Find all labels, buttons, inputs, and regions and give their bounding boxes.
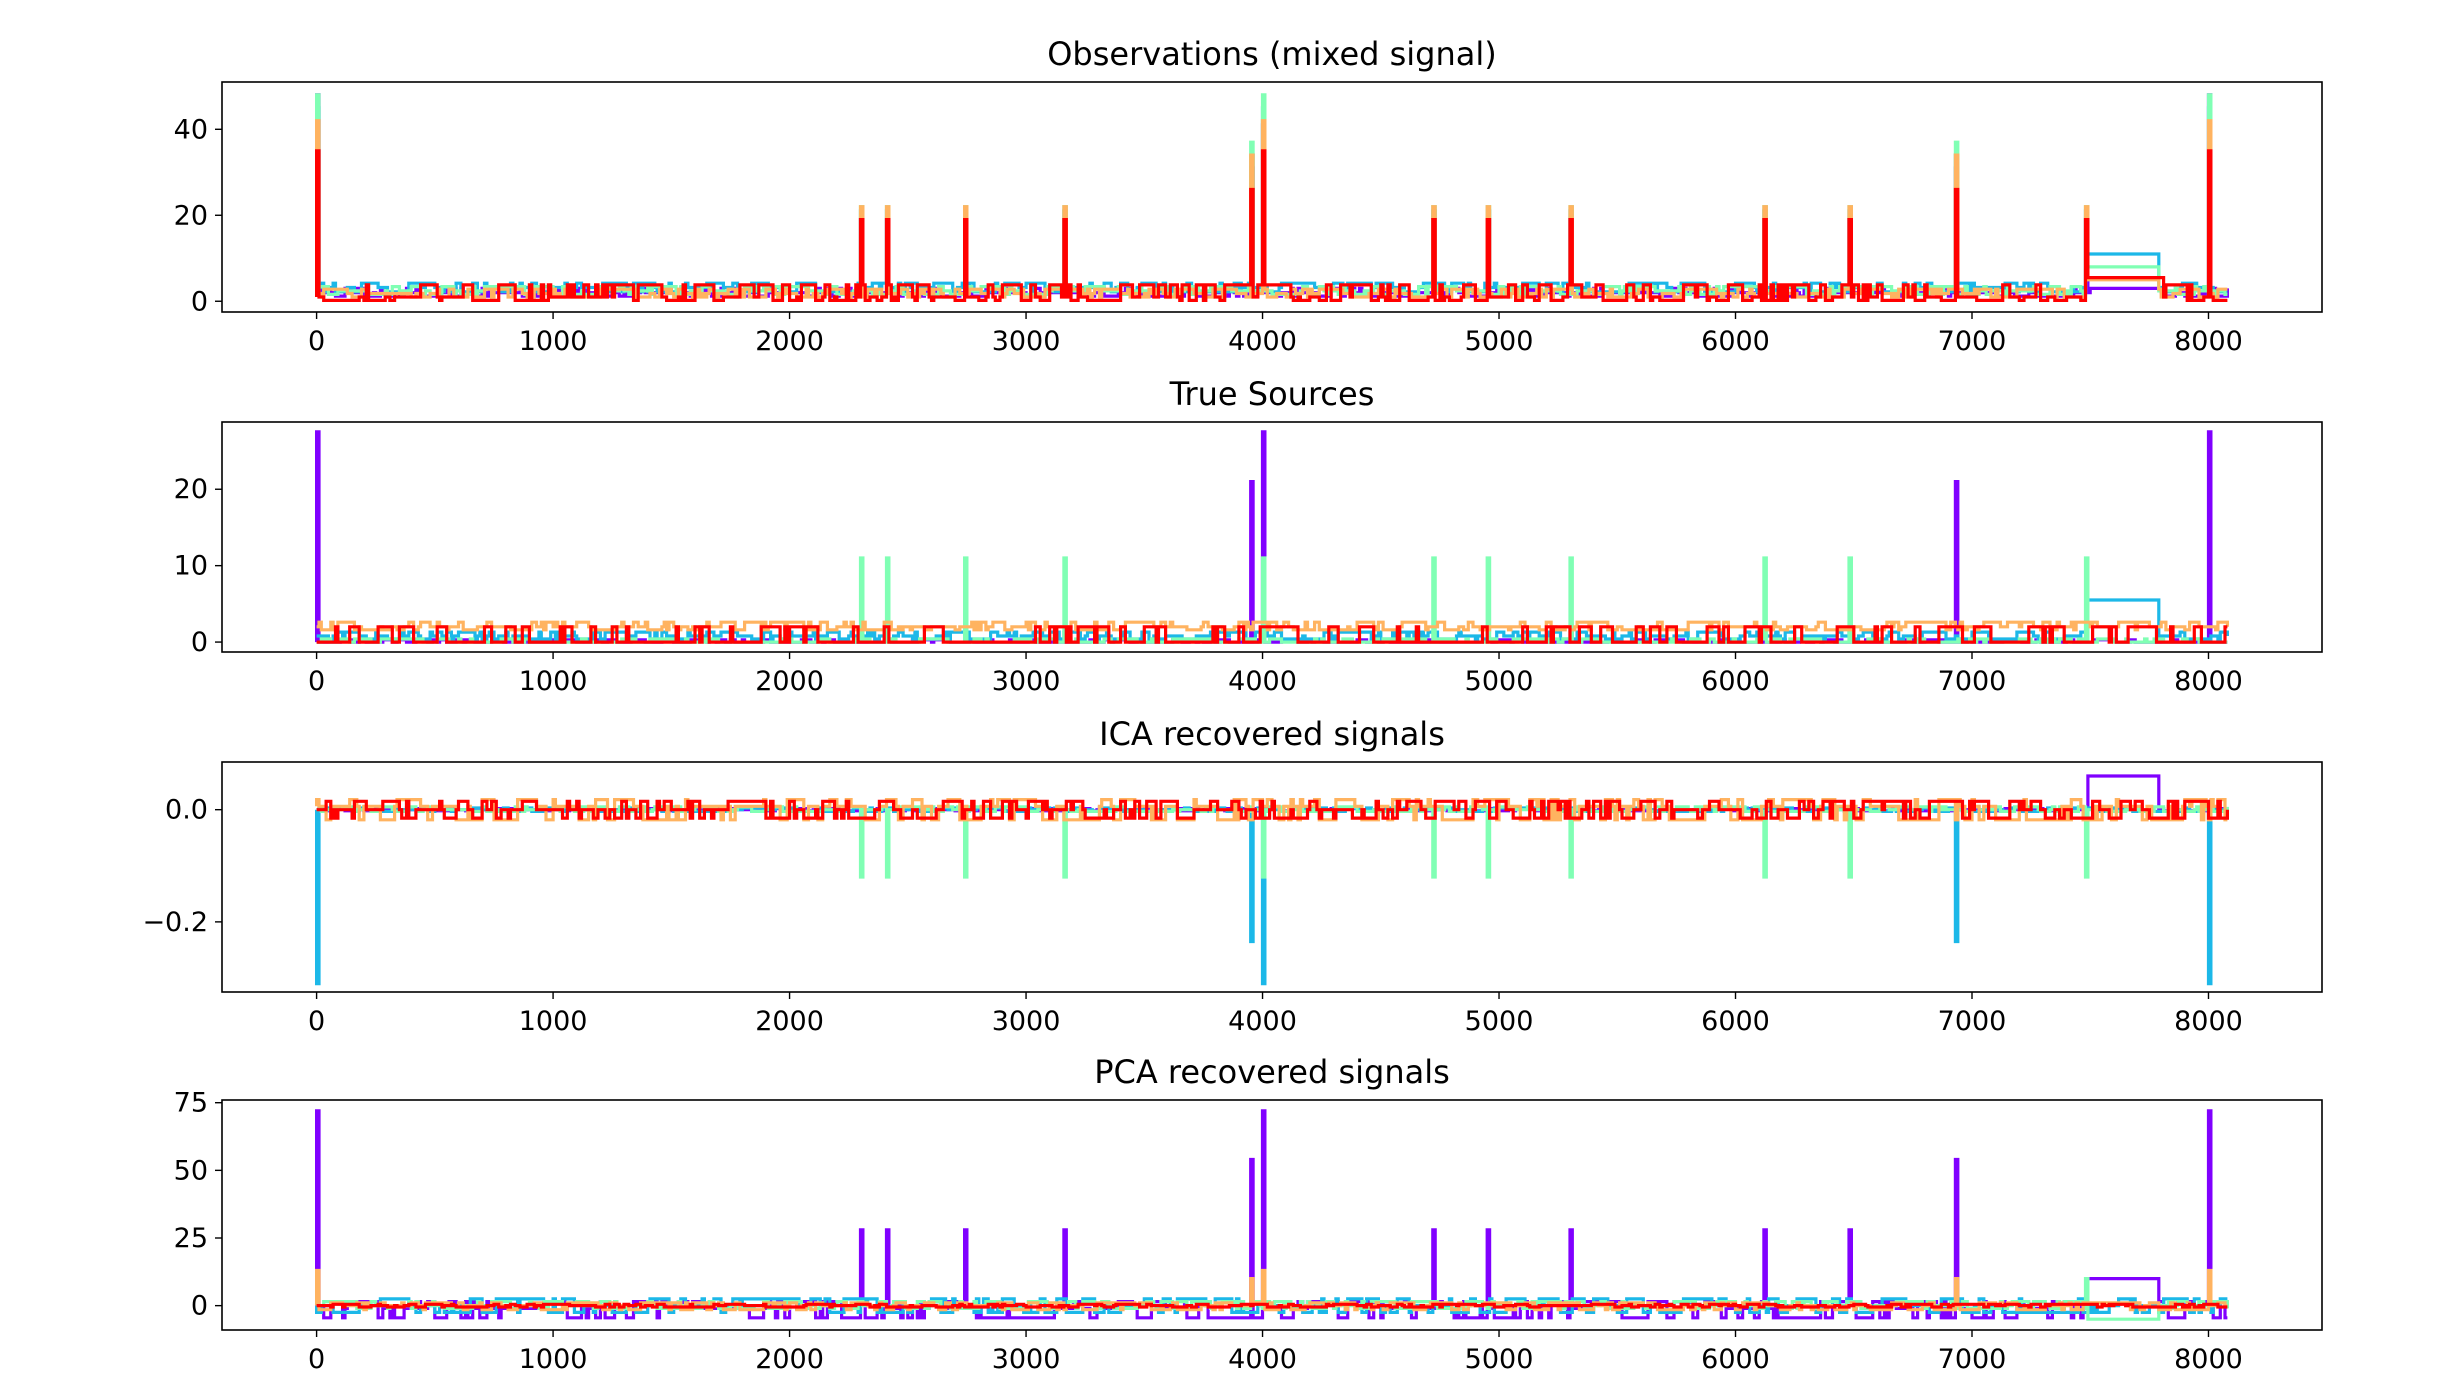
x-tick-label: 2000 [755,326,824,357]
x-tick-label: 4000 [1228,326,1297,357]
x-tick-label: 8000 [2174,326,2243,357]
x-tick-label: 1000 [519,666,588,697]
subplot-1: True Sources 0 1000 2000 3000 4000 5000 6000 700… [174,375,2323,697]
subplot-title: ICA recovered signals [1099,715,1445,753]
subplot-0: Observations (mixed signal) 0 1000 2000 3000… [174,35,2323,357]
axes-frame [221,761,2323,993]
series-line-3 [316,620,2229,632]
x-tick-label: 3000 [992,1344,1061,1375]
x-tick-label: 0 [308,326,325,357]
y-tick-label: 0 [191,1291,208,1322]
x-tick-label: 7000 [1938,666,2007,697]
series-line-1 [315,806,2228,986]
y-tick-label: 0 [191,627,208,658]
y-tick-label: 20 [174,200,208,231]
y-tick-label: 20 [174,474,208,505]
x-tick-label: 0 [308,1344,325,1375]
subplot-title: PCA recovered signals [1094,1053,1450,1091]
y-tick-label: 0 [191,286,208,317]
x-tick-label: 8000 [2174,1006,2243,1037]
x-tick-label: 8000 [2174,666,2243,697]
series-line-0 [315,93,2229,298]
x-tick-label: 5000 [1465,666,1534,697]
x-tick-label: 5000 [1465,326,1534,357]
plot-area [315,1109,2229,1321]
plot-area [315,774,2229,986]
axes-frame [221,81,2323,313]
series-line-4 [316,1302,2228,1309]
x-tick-label: 4000 [1228,1006,1297,1037]
subplot-title: Observations (mixed signal) [1047,35,1497,73]
x-tick-label: 7000 [1938,326,2007,357]
series-line-4 [315,149,2228,302]
x-tick-label: 0 [308,1006,325,1037]
series-line-3 [315,119,2228,299]
x-tick-label: 1000 [519,1006,588,1037]
series-line-3 [315,798,2228,822]
series-line-4 [316,625,2228,644]
x-tick-label: 1000 [519,326,588,357]
x-tick-label: 7000 [1938,1344,2007,1375]
series-line-0 [315,1109,2228,1320]
axes-frame [221,1099,2323,1331]
x-tick-label: 0 [308,666,325,697]
x-tick-label: 4000 [1228,1344,1297,1375]
y-tick-label: 25 [174,1223,208,1254]
series-line-2 [316,805,2229,879]
series-line-0 [315,430,2228,644]
y-tick-label: 40 [174,114,208,145]
plot-area [315,430,2229,644]
x-tick-label: 3000 [992,666,1061,697]
y-tick-label: 10 [174,551,208,582]
y-tick-label: −0.2 [142,907,208,938]
x-tick-label: 2000 [755,1006,824,1037]
x-tick-label: 3000 [992,1006,1061,1037]
axes-frame [221,421,2323,653]
x-tick-label: 6000 [1701,326,1770,357]
subplot-3: PCA recovered signals 0 1000 2000 3000 4000 50… [174,1053,2323,1375]
subplot-2: ICA recovered signals 0 1000 2000 3000 4000 50… [142,715,2323,1037]
plot-area [315,93,2229,302]
x-tick-label: 8000 [2174,1344,2243,1375]
x-tick-label: 4000 [1228,666,1297,697]
x-tick-label: 1000 [519,1344,588,1375]
x-tick-label: 6000 [1701,1344,1770,1375]
x-tick-label: 2000 [755,1344,824,1375]
series-line-2 [315,93,2228,296]
subplot-title: True Sources [1169,375,1375,413]
x-tick-label: 2000 [755,666,824,697]
x-tick-label: 7000 [1938,1006,2007,1037]
series-line-1 [315,106,2228,294]
x-tick-label: 3000 [992,326,1061,357]
x-tick-label: 6000 [1701,666,1770,697]
y-tick-label: 0.0 [165,795,208,826]
y-tick-label: 50 [174,1155,208,1186]
y-tick-label: 75 [174,1088,208,1119]
x-tick-label: 5000 [1465,1344,1534,1375]
series-line-1 [316,598,2229,641]
series-line-4 [316,799,2229,820]
x-tick-label: 5000 [1465,1006,1534,1037]
x-tick-label: 6000 [1701,1006,1770,1037]
